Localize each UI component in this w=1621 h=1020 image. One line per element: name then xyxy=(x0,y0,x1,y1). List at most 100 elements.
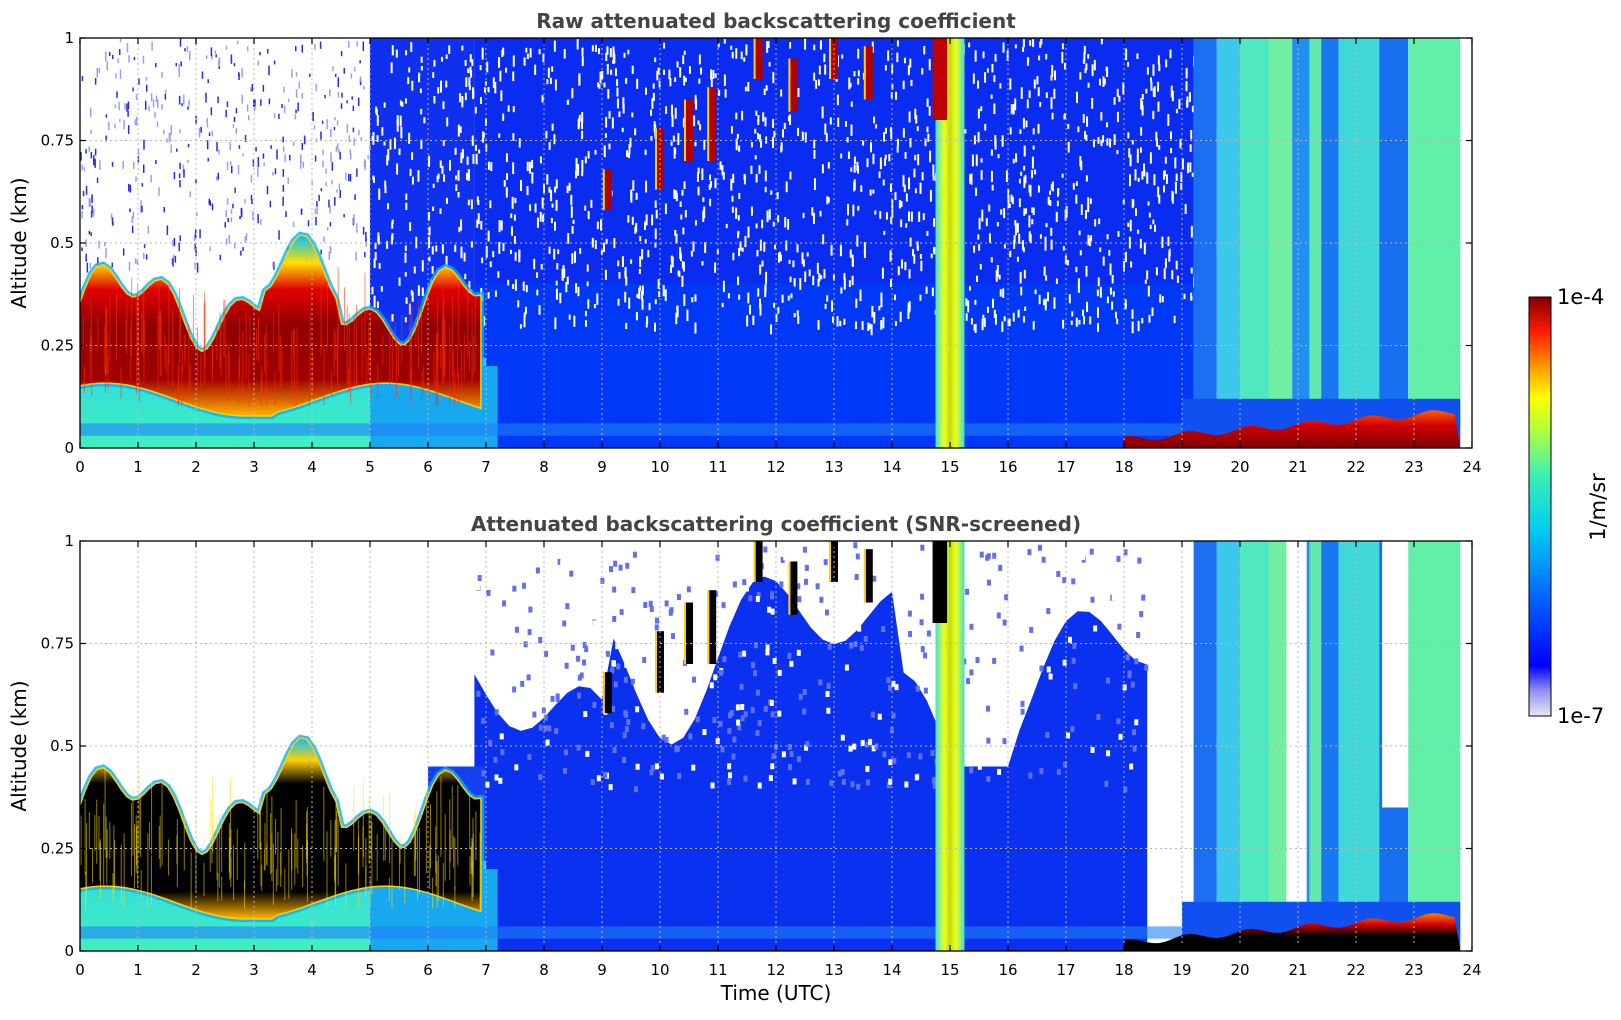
speckle xyxy=(484,87,487,93)
speckle xyxy=(141,205,143,213)
speckle xyxy=(272,262,274,268)
patch xyxy=(750,707,755,714)
patch xyxy=(609,722,614,729)
y-tick-label: 0.75 xyxy=(41,132,74,150)
x-tick-label: 5 xyxy=(365,458,375,476)
speckle xyxy=(1044,236,1047,245)
speckle xyxy=(1075,317,1078,327)
speckle xyxy=(155,159,157,164)
speckle xyxy=(420,139,423,150)
speckle xyxy=(586,264,589,272)
speckle xyxy=(1086,301,1089,313)
x-tick-label: 20 xyxy=(1230,458,1249,476)
speckle xyxy=(205,55,208,59)
speckle xyxy=(98,67,101,74)
speckle xyxy=(1078,319,1081,325)
speckle xyxy=(278,230,280,240)
speckle xyxy=(233,63,236,67)
patch xyxy=(901,573,906,580)
patch xyxy=(802,546,807,553)
speckle xyxy=(694,95,697,104)
speckle xyxy=(846,219,849,226)
speckle xyxy=(872,189,875,194)
cloud-streak-edge xyxy=(788,58,791,112)
speckle xyxy=(351,96,353,100)
patch xyxy=(771,753,776,760)
speckle xyxy=(90,232,92,237)
speckle xyxy=(135,94,138,101)
speckle xyxy=(548,246,551,254)
speckle xyxy=(158,187,160,196)
speckle xyxy=(127,110,129,117)
speckle xyxy=(514,197,517,204)
speckle xyxy=(283,105,286,113)
speckle xyxy=(498,220,501,233)
speckle xyxy=(179,129,181,134)
speckle xyxy=(656,70,659,81)
speckle xyxy=(467,199,470,206)
speckle xyxy=(359,60,361,64)
speckle xyxy=(206,123,209,128)
patch xyxy=(1123,549,1128,556)
speckle xyxy=(1053,297,1056,309)
patch xyxy=(986,775,991,782)
patch xyxy=(888,684,893,691)
cloud-streak-edge xyxy=(707,590,710,664)
speckle xyxy=(486,61,489,73)
speckle xyxy=(1147,285,1150,297)
speckle xyxy=(860,185,863,192)
speckle xyxy=(1018,198,1021,208)
speckle xyxy=(1039,101,1042,107)
speckle xyxy=(89,107,92,117)
speckle xyxy=(233,116,236,122)
speckle xyxy=(813,72,816,81)
speckle xyxy=(89,262,92,270)
patch xyxy=(802,708,807,715)
speckle xyxy=(843,272,846,280)
patch xyxy=(1062,577,1067,584)
speckle xyxy=(1006,50,1009,62)
speckle xyxy=(230,209,233,215)
speckle xyxy=(96,177,99,184)
speckle xyxy=(605,238,608,245)
speckle xyxy=(850,167,853,172)
speckle xyxy=(524,306,527,315)
speckle xyxy=(925,286,928,294)
speckle xyxy=(106,60,109,71)
speckle xyxy=(1062,246,1065,251)
speckle xyxy=(1009,78,1012,90)
speckle xyxy=(1023,145,1026,157)
speckle xyxy=(209,200,212,206)
speckle xyxy=(1096,289,1099,297)
patch xyxy=(844,664,849,671)
speckle xyxy=(428,155,431,167)
speckle xyxy=(1118,95,1121,102)
speckle xyxy=(758,134,761,142)
speckle xyxy=(81,247,83,252)
speckle xyxy=(1136,53,1139,59)
patch xyxy=(772,658,777,665)
speckle xyxy=(195,178,197,183)
speckle xyxy=(329,205,331,214)
y-tick-label: 0.25 xyxy=(41,840,74,858)
speckle xyxy=(322,160,324,168)
speckle xyxy=(853,164,856,173)
patch xyxy=(977,763,982,770)
speckle xyxy=(278,113,280,119)
speckle xyxy=(1165,59,1168,68)
speckle xyxy=(1043,266,1046,276)
speckle xyxy=(1020,286,1023,296)
speckle xyxy=(518,250,521,263)
speckle xyxy=(270,145,272,149)
cloud-streak-edge xyxy=(863,549,866,603)
patch xyxy=(616,663,621,670)
speckle xyxy=(332,66,334,72)
patch xyxy=(975,657,980,664)
panel-1-grid xyxy=(80,38,1472,448)
speckle xyxy=(132,161,135,170)
speckle xyxy=(654,322,657,332)
speckle xyxy=(878,171,881,179)
speckle xyxy=(768,62,771,67)
speckle xyxy=(390,62,393,74)
speckle xyxy=(244,236,247,243)
